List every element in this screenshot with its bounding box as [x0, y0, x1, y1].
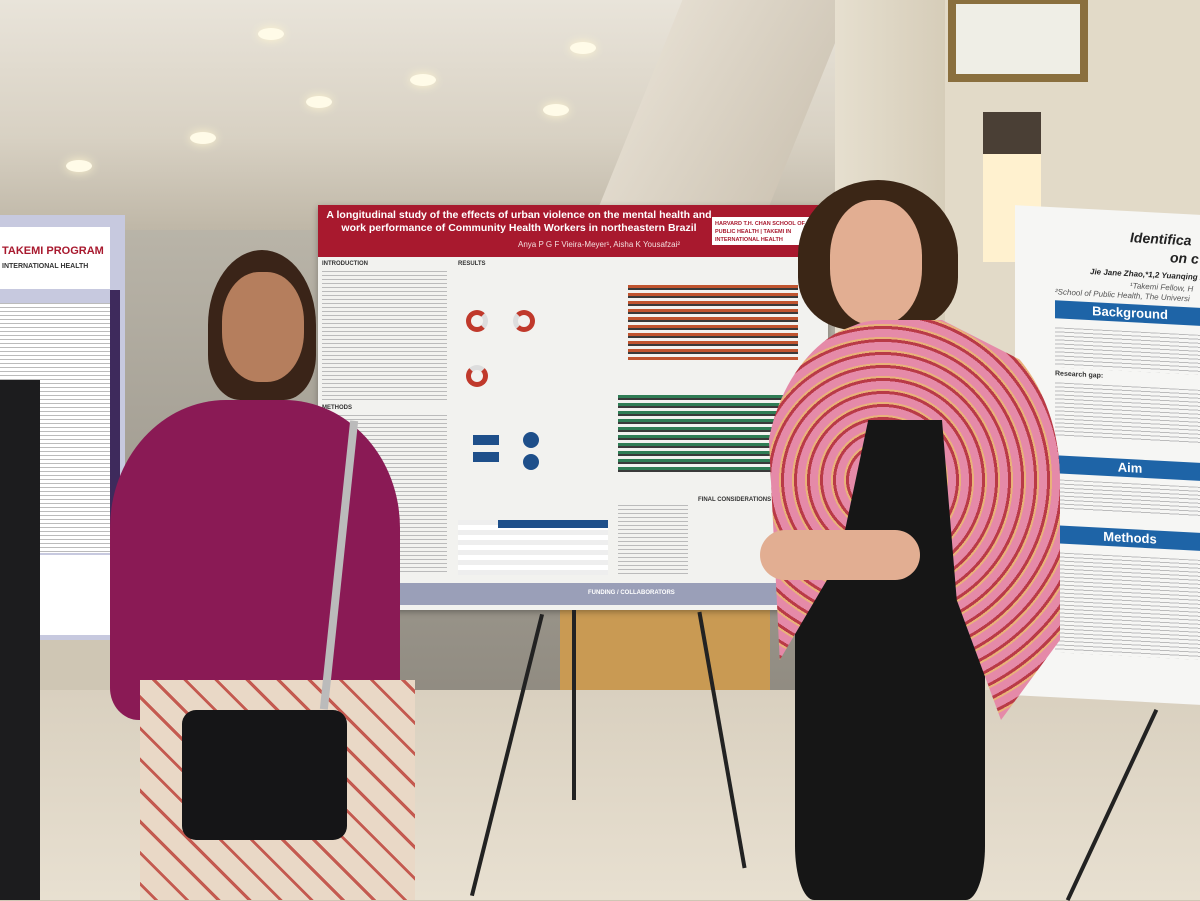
left-poster-border: [110, 290, 120, 630]
section-methods-right: Methods: [1055, 525, 1200, 552]
framed-certificate: [956, 4, 1080, 74]
woman-left: [110, 250, 420, 900]
face: [830, 200, 922, 325]
poster-authors: Anya P G F Vieira-Meyer¹, Aisha K Yousaf…: [518, 240, 681, 249]
ceiling-light: [543, 104, 569, 116]
poster-title: A longitudinal study of the effects of u…: [326, 209, 712, 234]
section-aim: Aim: [1055, 455, 1200, 482]
final-text: [618, 505, 688, 575]
donut-chart: [466, 310, 488, 332]
background-text: [1055, 327, 1200, 376]
woman-right: [760, 180, 1060, 900]
aim-text: [1055, 479, 1200, 518]
methods-right-text: [1055, 552, 1200, 661]
sem-diagram: [468, 430, 578, 475]
easel-leg: [572, 610, 576, 800]
poster-header: A longitudinal study of the effects of u…: [318, 205, 828, 257]
ceiling-light: [190, 132, 216, 144]
black-handbag: [182, 710, 347, 840]
right-poster-title-2: on c: [1170, 249, 1199, 267]
ceiling-light: [66, 160, 92, 172]
ceiling-light: [258, 28, 284, 40]
research-gap-text: [1055, 382, 1200, 446]
research-gap-label: Research gap:: [1055, 370, 1104, 380]
donut-chart: [513, 310, 535, 332]
left-poster-subtitle: INTERNATIONAL HEALTH: [2, 263, 89, 270]
longitudinal-table: [458, 520, 608, 575]
section-final-considerations: FINAL CONSIDERATIONS: [698, 497, 772, 503]
bar-chart-red: [628, 285, 798, 360]
bar-chart-green: [618, 395, 788, 475]
ceiling-light: [306, 96, 332, 108]
wooden-desk: [560, 600, 770, 690]
intro-text: [322, 271, 447, 401]
section-methods: METHODS: [322, 405, 352, 411]
research-poster: A longitudinal study of the effects of u…: [318, 205, 828, 610]
poster-footer: FUNDING / COLLABORATORS: [388, 583, 828, 605]
left-poster-header: TAKEMI PROGRAM INTERNATIONAL HEALTH: [0, 227, 110, 289]
section-introduction: INTRODUCTION: [322, 261, 368, 267]
clasped-hands: [760, 530, 920, 580]
magenta-cardigan: [110, 400, 400, 720]
face: [222, 272, 304, 382]
left-poster-title: TAKEMI PROGRAM: [2, 245, 104, 257]
funding-label: FUNDING / COLLABORATORS: [588, 590, 675, 596]
right-poster-title: Identifica: [1130, 229, 1192, 249]
right-poster-authors: Jie Jane Zhao,*1,2 Yuanqing Xia: [1090, 267, 1200, 283]
person-partial: [0, 380, 40, 900]
ceiling-light: [410, 74, 436, 86]
ceiling-light: [570, 42, 596, 54]
section-results: RESULTS: [458, 261, 486, 267]
section-background: Background: [1055, 300, 1200, 327]
donut-chart: [466, 365, 488, 387]
